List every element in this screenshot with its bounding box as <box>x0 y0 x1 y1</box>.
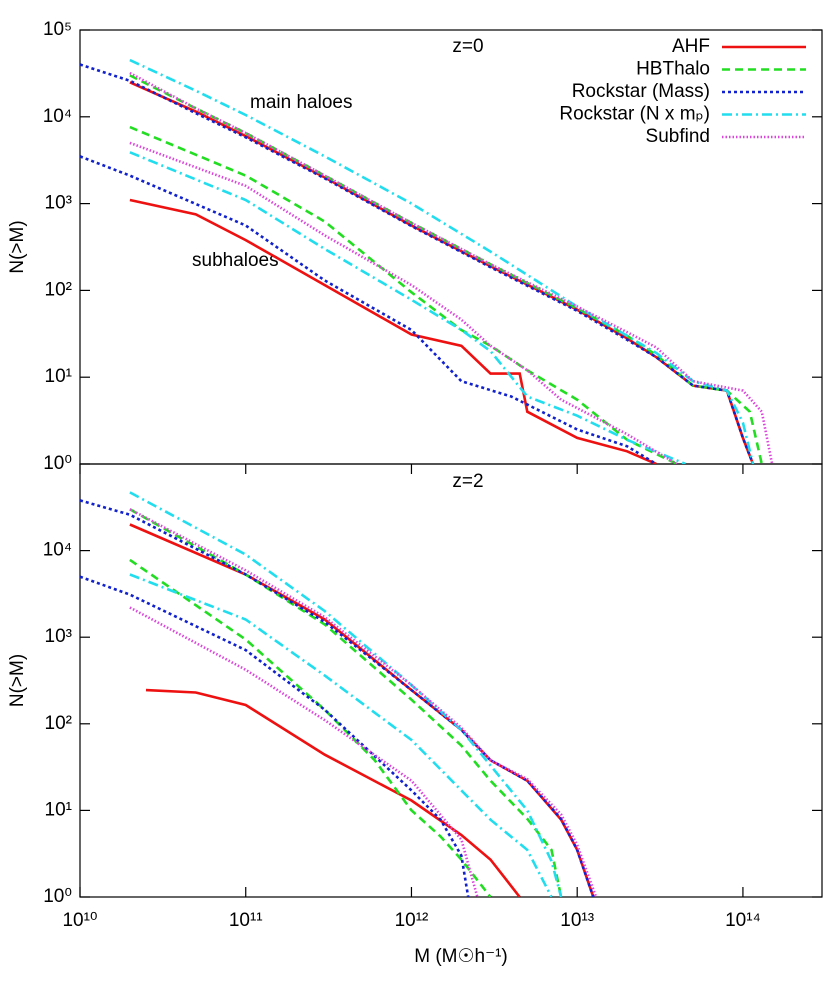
series-line <box>80 63 755 464</box>
series-line <box>129 606 479 897</box>
y-tick-label: 10¹ <box>45 799 72 820</box>
y-tick-label: 10⁰ <box>43 453 72 474</box>
series-line <box>129 58 755 464</box>
legend-label: AHF <box>672 36 710 57</box>
series-line <box>129 141 678 464</box>
legend-label: Rockstar (Mass) <box>572 81 710 102</box>
series-line <box>129 558 492 897</box>
y-tick-label: 10⁴ <box>43 540 72 561</box>
legend-label: Rockstar (N x mₚ) <box>559 104 710 125</box>
plot-frame <box>79 463 823 898</box>
x-axis-label: M (M☉h⁻¹) <box>414 946 508 967</box>
series-line <box>145 688 521 897</box>
series-line <box>129 491 563 897</box>
series-line <box>129 125 678 464</box>
series-group <box>80 491 598 897</box>
annotation: main haloes <box>250 92 352 113</box>
y-tick-label: 10⁴ <box>43 106 72 127</box>
series-line <box>129 523 595 897</box>
series-line <box>129 573 553 897</box>
y-axis-label: N(>M) <box>7 220 28 273</box>
x-tick-label: 10¹¹ <box>229 910 263 931</box>
annotation: subhaloes <box>192 250 279 271</box>
series-line <box>80 575 470 897</box>
series-line <box>80 155 657 464</box>
series-line <box>80 499 595 897</box>
legend-label: Subfind <box>646 126 710 147</box>
series-line <box>129 508 563 897</box>
y-tick-label: 10³ <box>45 626 72 647</box>
y-tick-label: 10³ <box>45 193 72 214</box>
x-tick-label: 10¹⁰ <box>62 910 97 931</box>
series-line <box>129 198 657 464</box>
x-tick-label: 10¹³ <box>560 910 594 931</box>
y-tick-label: 10¹ <box>45 366 72 387</box>
x-tick-label: 10¹⁴ <box>725 910 761 931</box>
series-group <box>80 58 774 464</box>
series-line <box>129 71 774 464</box>
y-tick-label: 10⁵ <box>43 19 72 40</box>
series-line <box>129 151 686 464</box>
series-line <box>129 508 598 897</box>
y-tick-label: 10⁰ <box>43 886 72 907</box>
y-tick-label: 10² <box>45 713 72 734</box>
x-tick-label: 10¹² <box>395 910 429 931</box>
y-axis-label: N(>M) <box>7 654 28 707</box>
annotation: z=2 <box>452 471 483 492</box>
legend-label: HBThalo <box>636 59 710 80</box>
annotation: z=0 <box>452 36 483 57</box>
y-tick-label: 10² <box>45 279 72 300</box>
